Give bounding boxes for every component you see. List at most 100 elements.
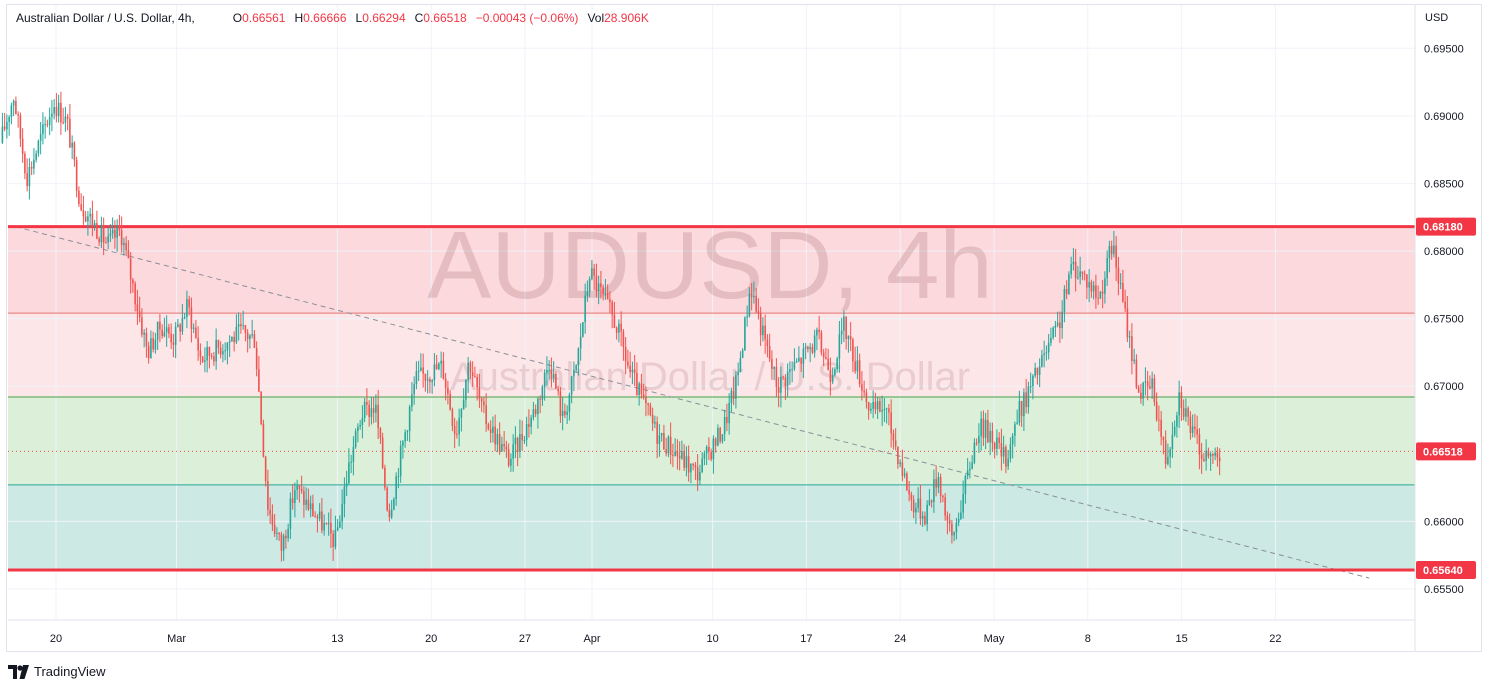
candle-body <box>141 317 143 335</box>
candle-body <box>550 369 553 379</box>
current-price-badge-bg[interactable] <box>1416 442 1476 461</box>
candle-body <box>303 491 305 505</box>
candle-body <box>539 398 541 400</box>
tradingview-logo-icon <box>8 664 29 679</box>
candle-body <box>1029 386 1032 388</box>
candle-body <box>1151 378 1153 389</box>
candle-body <box>1153 378 1156 402</box>
time-axis-label: 22 <box>1269 633 1281 645</box>
candle-body <box>719 427 721 442</box>
candle-body <box>847 336 850 339</box>
candle-body <box>480 398 483 402</box>
candle-body <box>285 535 287 539</box>
candle-body <box>845 316 847 339</box>
candle-body <box>1216 452 1219 458</box>
candle-body <box>507 449 510 466</box>
candle-body <box>48 117 51 125</box>
candle-body <box>174 326 177 345</box>
resistance-price-badge-bg[interactable] <box>1416 217 1476 236</box>
candle-body <box>1146 381 1149 387</box>
candle-body <box>69 118 71 148</box>
watermark-description: Australian Dollar / U.S. Dollar <box>450 355 970 399</box>
candle-body <box>1185 408 1187 417</box>
price-axis-label: 0.67000 <box>1424 381 1464 393</box>
candle-body <box>768 346 771 360</box>
candle-body <box>602 287 604 294</box>
candle-body <box>118 226 121 231</box>
candle-body <box>1205 450 1207 461</box>
candle-body <box>935 479 937 488</box>
candle-body <box>505 446 508 450</box>
candle-body <box>1014 424 1016 436</box>
candle-body <box>912 499 915 513</box>
candle-body <box>1054 325 1057 328</box>
candle-body <box>24 153 26 174</box>
candle-body <box>1097 297 1099 299</box>
candle-body <box>150 338 152 359</box>
candle-body <box>435 364 438 370</box>
candle-body <box>856 360 859 372</box>
candle-body <box>757 311 760 314</box>
candle-body <box>897 446 899 465</box>
candle-body <box>271 514 274 525</box>
candle-body <box>156 321 159 340</box>
candle-body <box>53 107 55 114</box>
candle-body <box>559 391 562 417</box>
candle-body <box>825 357 827 359</box>
candle-body <box>1214 452 1216 456</box>
candle-body <box>496 434 499 445</box>
candle-body <box>323 523 325 531</box>
candle-body <box>516 437 519 452</box>
time-axis-label: May <box>984 633 1005 645</box>
candle-body <box>240 324 242 326</box>
support-price-badge-bg[interactable] <box>1416 560 1476 579</box>
candle-body <box>618 323 620 333</box>
candle-body <box>253 334 256 348</box>
candle-body <box>8 116 10 122</box>
candle-body <box>298 485 301 489</box>
candle-body <box>964 475 967 495</box>
candle-body <box>759 313 762 336</box>
candle-body <box>512 444 514 459</box>
candle-body <box>215 339 217 362</box>
candle-body <box>46 124 49 126</box>
candle-body <box>597 283 600 291</box>
candle-body <box>921 515 924 519</box>
candle-body <box>91 213 94 227</box>
candle-body <box>120 230 123 246</box>
candle-body <box>341 503 343 522</box>
candle-body <box>244 325 247 333</box>
tradingview-footer[interactable]: TradingView <box>8 664 106 679</box>
candle-body <box>867 402 870 411</box>
candle-body <box>593 268 595 276</box>
candle-body <box>224 350 226 352</box>
candle-body <box>784 377 787 387</box>
candle-body <box>982 418 985 438</box>
candle-body <box>233 336 235 343</box>
candle-body <box>1110 245 1113 255</box>
candle-body <box>568 394 571 412</box>
candle-body <box>33 159 35 169</box>
candle-body <box>1009 444 1012 459</box>
candle-body <box>1198 434 1201 455</box>
candle-body <box>197 337 199 351</box>
candle-body <box>444 378 447 388</box>
descending-trendline[interactable] <box>15 226 1370 579</box>
candle-body <box>793 362 796 369</box>
symbol-title[interactable]: Australian Dollar / U.S. Dollar, 4h, <box>16 11 195 25</box>
candle-body <box>789 369 791 372</box>
candle-body <box>316 516 319 519</box>
candle-body <box>1158 419 1160 421</box>
candle-body <box>971 462 973 469</box>
candle-body <box>114 229 116 238</box>
candle-body <box>951 523 953 536</box>
candle-body <box>397 476 400 478</box>
candle-body <box>809 347 811 350</box>
candle-body <box>483 401 485 406</box>
candle-body <box>312 503 314 517</box>
candle-body <box>546 370 548 373</box>
candle-body <box>377 404 379 429</box>
candle-body <box>264 456 267 482</box>
candle-body <box>287 528 289 539</box>
